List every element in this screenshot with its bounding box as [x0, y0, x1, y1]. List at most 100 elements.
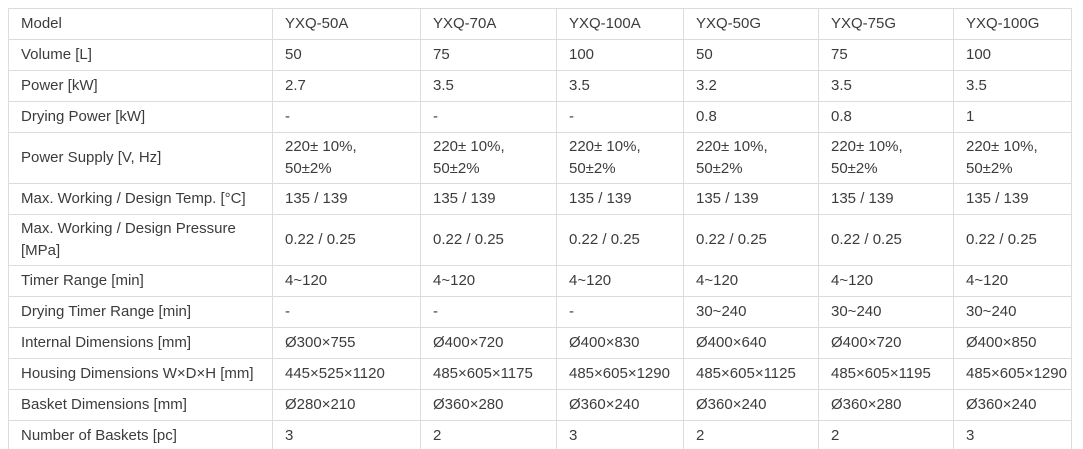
spec-cell: 100 — [953, 39, 1072, 71]
spec-cell: 135 / 139 — [683, 183, 819, 215]
table-row-internal-dimensions: Internal Dimensions [mm] Ø300×755 Ø400×7… — [8, 327, 1072, 359]
spec-cell: 3.5 — [420, 70, 557, 102]
table-row-volume: Volume [L] 50 75 100 50 75 100 — [8, 39, 1072, 71]
model-column-header: YXQ-50A — [272, 8, 421, 40]
spec-cell: 4~120 — [272, 265, 421, 297]
spec-cell: 2 — [683, 420, 819, 449]
row-label: Drying Power [kW] — [8, 101, 273, 133]
spec-cell: 485×605×1290 — [556, 358, 684, 390]
row-label: Volume [L] — [8, 39, 273, 71]
spec-cell: 0.22 / 0.25 — [420, 214, 557, 266]
spec-cell: Ø400×640 — [683, 327, 819, 359]
table-row-max-pressure: Max. Working / Design Pressure [MPa] 0.2… — [8, 214, 1072, 266]
spec-cell: Ø400×850 — [953, 327, 1072, 359]
row-label: Drying Timer Range [min] — [8, 296, 273, 328]
spec-cell: 0.22 / 0.25 — [953, 214, 1072, 266]
spec-cell: 485×605×1175 — [420, 358, 557, 390]
spec-cell: 4~120 — [953, 265, 1072, 297]
header-row: Model YXQ-50A YXQ-70A YXQ-100A YXQ-50G Y… — [8, 8, 1072, 40]
spec-cell: 100 — [556, 39, 684, 71]
spec-cell: 3.5 — [556, 70, 684, 102]
spec-cell: 4~120 — [818, 265, 954, 297]
spec-cell: Ø400×830 — [556, 327, 684, 359]
row-label: Internal Dimensions [mm] — [8, 327, 273, 359]
spec-cell: 2.7 — [272, 70, 421, 102]
spec-cell: Ø360×280 — [420, 389, 557, 421]
spec-cell: 4~120 — [420, 265, 557, 297]
spec-cell: 135 / 139 — [953, 183, 1072, 215]
model-column-header: YXQ-70A — [420, 8, 557, 40]
header-row-label: Model — [8, 8, 273, 40]
row-label: Power Supply [V, Hz] — [8, 132, 273, 184]
spec-cell: 4~120 — [556, 265, 684, 297]
row-label: Max. Working / Design Pressure [MPa] — [8, 214, 273, 266]
table-row-power: Power [kW] 2.7 3.5 3.5 3.2 3.5 3.5 — [8, 70, 1072, 102]
spec-cell: 220± 10%, 50±2% — [683, 132, 819, 184]
spec-cell: - — [272, 101, 421, 133]
spec-cell: 220± 10%, 50±2% — [556, 132, 684, 184]
row-label: Max. Working / Design Temp. [°C] — [8, 183, 273, 215]
spec-cell: 485×605×1195 — [818, 358, 954, 390]
table-row-basket-dimensions: Basket Dimensions [mm] Ø280×210 Ø360×280… — [8, 389, 1072, 421]
spec-cell: Ø360×240 — [953, 389, 1072, 421]
table-row-drying-timer-range: Drying Timer Range [min] - - - 30~240 30… — [8, 296, 1072, 328]
row-label: Number of Baskets [pc] — [8, 420, 273, 449]
spec-cell: 220± 10%, 50±2% — [272, 132, 421, 184]
model-column-header: YXQ-75G — [818, 8, 954, 40]
spec-cell: Ø400×720 — [818, 327, 954, 359]
spec-cell: Ø280×210 — [272, 389, 421, 421]
spec-cell: - — [556, 296, 684, 328]
table-row-number-of-baskets: Number of Baskets [pc] 3 2 3 2 2 3 — [8, 420, 1072, 449]
table-row-housing-dimensions: Housing Dimensions W×D×H [mm] 445×525×11… — [8, 358, 1072, 390]
spec-cell: 0.22 / 0.25 — [272, 214, 421, 266]
spec-cell: 0.8 — [818, 101, 954, 133]
spec-cell: 3 — [953, 420, 1072, 449]
spec-cell: - — [420, 101, 557, 133]
spec-cell: 220± 10%, 50±2% — [818, 132, 954, 184]
spec-cell: 0.22 / 0.25 — [683, 214, 819, 266]
table-row-drying-power: Drying Power [kW] - - - 0.8 0.8 1 — [8, 101, 1072, 133]
spec-cell: Ø300×755 — [272, 327, 421, 359]
specification-table: Model YXQ-50A YXQ-70A YXQ-100A YXQ-50G Y… — [8, 8, 1072, 449]
model-column-header: YXQ-50G — [683, 8, 819, 40]
spec-cell: 75 — [420, 39, 557, 71]
spec-cell: 30~240 — [683, 296, 819, 328]
table-row-timer-range: Timer Range [min] 4~120 4~120 4~120 4~12… — [8, 265, 1072, 297]
table-row-power-supply: Power Supply [V, Hz] 220± 10%, 50±2% 220… — [8, 132, 1072, 184]
spec-cell: 0.22 / 0.25 — [818, 214, 954, 266]
spec-cell: 485×605×1125 — [683, 358, 819, 390]
spec-cell: 220± 10%, 50±2% — [420, 132, 557, 184]
spec-cell: 220± 10%, 50±2% — [953, 132, 1072, 184]
spec-cell: - — [556, 101, 684, 133]
spec-cell: 50 — [683, 39, 819, 71]
spec-cell: 4~120 — [683, 265, 819, 297]
spec-cell: Ø360×240 — [556, 389, 684, 421]
spec-cell: 0.22 / 0.25 — [556, 214, 684, 266]
spec-cell: 3 — [272, 420, 421, 449]
spec-cell: 445×525×1120 — [272, 358, 421, 390]
spec-cell: 1 — [953, 101, 1072, 133]
spec-cell: 50 — [272, 39, 421, 71]
spec-cell: 485×605×1290 — [953, 358, 1072, 390]
spec-cell: 135 / 139 — [818, 183, 954, 215]
model-column-header: YXQ-100A — [556, 8, 684, 40]
spec-cell: 3 — [556, 420, 684, 449]
spec-cell: 3.2 — [683, 70, 819, 102]
spec-cell: 0.8 — [683, 101, 819, 133]
spec-cell: 30~240 — [953, 296, 1072, 328]
row-label: Basket Dimensions [mm] — [8, 389, 273, 421]
spec-cell: - — [420, 296, 557, 328]
model-column-header: YXQ-100G — [953, 8, 1072, 40]
spec-cell: Ø400×720 — [420, 327, 557, 359]
spec-cell: 3.5 — [818, 70, 954, 102]
row-label: Power [kW] — [8, 70, 273, 102]
spec-cell: 2 — [818, 420, 954, 449]
spec-cell: 75 — [818, 39, 954, 71]
spec-cell: 30~240 — [818, 296, 954, 328]
row-label: Timer Range [min] — [8, 265, 273, 297]
spec-cell: 135 / 139 — [272, 183, 421, 215]
table-row-max-temp: Max. Working / Design Temp. [°C] 135 / 1… — [8, 183, 1072, 215]
spec-cell: Ø360×280 — [818, 389, 954, 421]
spec-cell: 135 / 139 — [420, 183, 557, 215]
